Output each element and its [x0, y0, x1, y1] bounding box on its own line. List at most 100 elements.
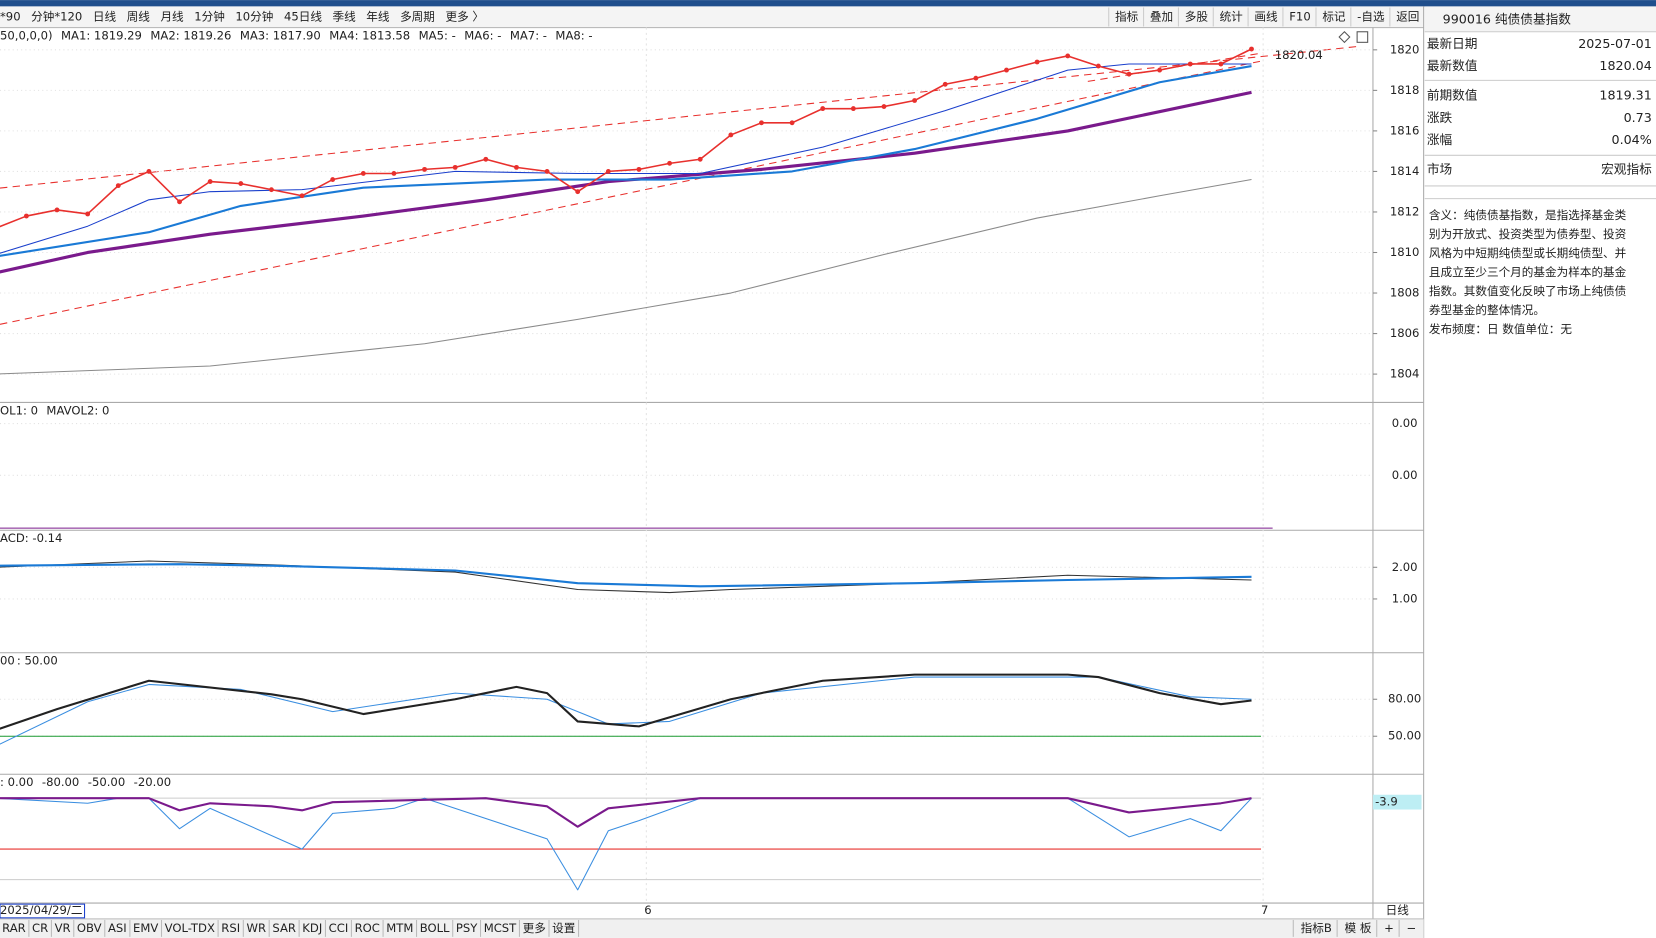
- data-point: [115, 183, 121, 189]
- y-tick-label: 0.00: [1392, 416, 1418, 430]
- info-value: 1819.31: [1599, 88, 1651, 103]
- toolbar: [0, 6, 1424, 28]
- indicator-tab[interactable]: PSY: [456, 921, 478, 935]
- indicator-tab[interactable]: RSI: [221, 921, 240, 935]
- info-label: 涨跌: [1427, 110, 1453, 125]
- data-point: [23, 213, 29, 219]
- indicator-tab[interactable]: OBV: [77, 921, 102, 935]
- data-point: [1034, 59, 1040, 65]
- toolbar-button[interactable]: -自选: [1357, 9, 1385, 23]
- data-point: [942, 81, 948, 87]
- info-description: 含义：纯债债基指数，是指选择基金类: [1429, 208, 1627, 222]
- data-point: [452, 164, 458, 170]
- indicator-tab[interactable]: MCST: [484, 921, 517, 935]
- info-label: 最新数值: [1427, 58, 1478, 73]
- legend-item: 00: [0, 654, 15, 668]
- data-point: [1065, 53, 1071, 59]
- indicator-tab[interactable]: KDJ: [302, 921, 322, 935]
- info-description: 发布频度：日 数值单位：无: [1429, 322, 1572, 336]
- period-label: 日线: [1386, 903, 1410, 917]
- series-line: [0, 90, 1252, 274]
- toolbar-item[interactable]: 分钟*120: [31, 9, 82, 23]
- toolbar-button[interactable]: 叠加: [1150, 9, 1173, 23]
- toolbar-button[interactable]: 多股: [1185, 9, 1209, 23]
- toolbar-button[interactable]: 统计: [1220, 9, 1244, 23]
- indicator-tab[interactable]: EMV: [133, 921, 158, 935]
- series-line: [0, 563, 1252, 588]
- info-header: [1424, 6, 1656, 32]
- toolbar-item[interactable]: 10分钟: [235, 9, 273, 23]
- tab-button[interactable]: −: [1407, 921, 1417, 935]
- data-point: [1218, 61, 1224, 67]
- legend-item: MA5: -: [419, 28, 456, 42]
- y-tick-label: 1818: [1390, 83, 1420, 97]
- indicator-tab[interactable]: 更多: [523, 921, 546, 935]
- indicator-tab[interactable]: CCI: [329, 921, 349, 935]
- data-point: [667, 160, 673, 166]
- y-tick-label: 80.00: [1388, 692, 1421, 706]
- indicator-tab[interactable]: RAR: [2, 921, 26, 935]
- toolbar-button[interactable]: F10: [1289, 9, 1310, 23]
- indicator-tab[interactable]: SAR: [272, 921, 296, 935]
- toolbar-item[interactable]: 多周期: [400, 9, 435, 23]
- info-value: 1820.04: [1599, 58, 1651, 73]
- indicator-tab[interactable]: VR: [55, 921, 71, 935]
- indicator-tab[interactable]: 设置: [552, 921, 575, 935]
- info-label: 最新日期: [1427, 36, 1478, 51]
- toolbar-button[interactable]: 返回: [1396, 9, 1419, 23]
- data-point: [1187, 61, 1193, 67]
- indicator-tab[interactable]: VOL-TDX: [165, 921, 215, 935]
- toolbar-item[interactable]: 45日线: [284, 9, 322, 23]
- legend-item: MAVOL2: 0: [46, 403, 109, 417]
- indicator-tab[interactable]: ASI: [108, 921, 127, 935]
- toolbar-button[interactable]: 画线: [1254, 9, 1278, 23]
- data-point: [207, 179, 213, 184]
- series-line: [0, 673, 1252, 730]
- legend-item: -80.00: [42, 775, 79, 789]
- icon-diamond[interactable]: [1338, 31, 1351, 44]
- toolbar-item[interactable]: 季线: [333, 9, 357, 23]
- indicator-tab[interactable]: BOLL: [420, 921, 450, 935]
- info-value: 0.04%: [1612, 132, 1652, 147]
- indicator-tab[interactable]: MTM: [386, 921, 413, 935]
- tab-button[interactable]: +: [1384, 921, 1394, 935]
- toolbar-item[interactable]: *90: [0, 9, 21, 23]
- legend-item: -50.00: [88, 775, 125, 789]
- data-point: [391, 171, 397, 176]
- y-tick-label: 1812: [1390, 204, 1420, 218]
- legend-item: -20.00: [134, 775, 171, 789]
- toolbar-item[interactable]: 1分钟: [194, 9, 225, 23]
- indicator-tab[interactable]: ROC: [355, 921, 380, 935]
- toolbar-button[interactable]: 指标: [1115, 9, 1139, 23]
- last-value-box: [1372, 794, 1422, 810]
- info-label: 市场: [1427, 162, 1452, 177]
- data-point: [422, 166, 427, 172]
- tab-button[interactable]: 模 板: [1345, 921, 1372, 935]
- indicator-tab[interactable]: WR: [246, 921, 266, 935]
- series-line: [0, 797, 1252, 891]
- data-point: [605, 169, 611, 174]
- icon-window[interactable]: [1356, 31, 1369, 43]
- data-point: [268, 187, 274, 193]
- toolbar-item[interactable]: 月线: [160, 9, 184, 23]
- legend-item: OL1: 0: [0, 403, 38, 417]
- series-line: [0, 63, 1252, 254]
- toolbar-item[interactable]: 年线: [366, 9, 390, 23]
- toolbar-button[interactable]: 标记: [1322, 9, 1346, 23]
- data-point: [1095, 63, 1101, 69]
- series-line: [0, 560, 1252, 594]
- legend-item: MA8: -: [555, 28, 592, 42]
- y-tick-label: 50.00: [1388, 729, 1421, 743]
- x-label: 6: [644, 903, 651, 917]
- data-point: [514, 164, 519, 170]
- toolbar-item[interactable]: 日线: [93, 9, 117, 23]
- toolbar-item[interactable]: 周线: [127, 9, 151, 23]
- data-point: [1004, 67, 1009, 73]
- toolbar-item[interactable]: 更多 〉: [445, 9, 484, 23]
- data-point: [973, 75, 979, 81]
- indicator-tab[interactable]: CR: [32, 921, 48, 935]
- data-point: [330, 177, 336, 182]
- data-point: [820, 106, 826, 112]
- tab-button[interactable]: 指标B: [1301, 921, 1332, 935]
- y-tick-label: 1806: [1390, 326, 1420, 340]
